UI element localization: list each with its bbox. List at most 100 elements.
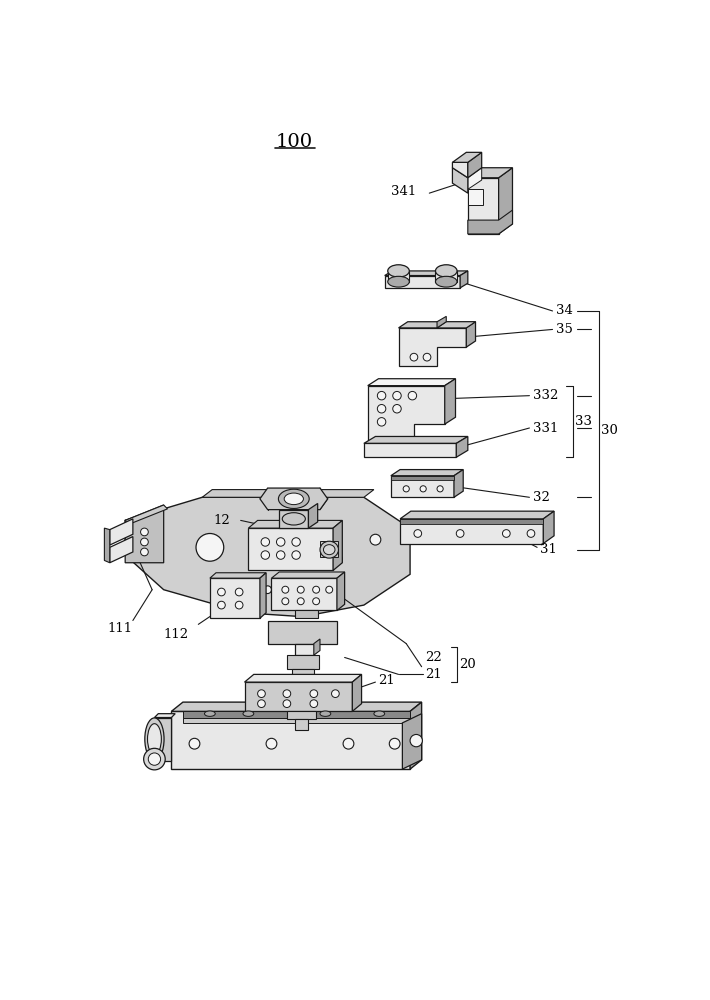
Polygon shape — [337, 572, 344, 610]
Polygon shape — [468, 168, 513, 178]
Circle shape — [503, 530, 510, 537]
Polygon shape — [452, 152, 481, 162]
Polygon shape — [468, 178, 498, 234]
Ellipse shape — [374, 711, 385, 716]
Polygon shape — [457, 436, 468, 457]
Circle shape — [325, 586, 333, 594]
Circle shape — [408, 391, 417, 400]
Circle shape — [148, 753, 160, 765]
Polygon shape — [498, 168, 513, 234]
Polygon shape — [454, 470, 463, 497]
Polygon shape — [364, 436, 468, 443]
Polygon shape — [368, 379, 456, 386]
Polygon shape — [210, 573, 266, 578]
Circle shape — [258, 690, 266, 698]
Bar — [295, 610, 317, 618]
Circle shape — [292, 551, 300, 559]
Circle shape — [217, 601, 225, 609]
Polygon shape — [391, 476, 454, 480]
Circle shape — [143, 748, 165, 770]
Polygon shape — [400, 519, 543, 524]
Circle shape — [297, 598, 304, 605]
Polygon shape — [364, 443, 457, 457]
Circle shape — [332, 690, 339, 698]
Circle shape — [235, 601, 243, 609]
Polygon shape — [295, 644, 314, 655]
Polygon shape — [444, 379, 456, 424]
Bar — [287, 655, 320, 669]
Polygon shape — [391, 470, 463, 476]
Polygon shape — [543, 511, 554, 544]
Polygon shape — [260, 573, 266, 618]
Polygon shape — [435, 271, 457, 282]
Circle shape — [196, 533, 224, 561]
Circle shape — [282, 598, 289, 605]
Circle shape — [377, 405, 386, 413]
Polygon shape — [268, 620, 337, 644]
Circle shape — [326, 586, 333, 593]
Text: 32: 32 — [532, 491, 550, 504]
Polygon shape — [271, 578, 337, 610]
Circle shape — [258, 700, 266, 708]
Circle shape — [312, 586, 320, 593]
Polygon shape — [183, 718, 410, 723]
Text: 34: 34 — [557, 304, 573, 317]
Circle shape — [389, 738, 400, 749]
Ellipse shape — [435, 265, 457, 277]
Circle shape — [276, 538, 285, 546]
Text: 35: 35 — [557, 323, 573, 336]
Ellipse shape — [243, 711, 253, 716]
Ellipse shape — [283, 513, 305, 525]
Polygon shape — [385, 271, 468, 276]
Polygon shape — [244, 682, 352, 711]
Circle shape — [332, 554, 342, 564]
Polygon shape — [391, 476, 454, 497]
Text: 22: 22 — [425, 651, 442, 664]
Polygon shape — [260, 488, 328, 510]
Circle shape — [423, 353, 431, 361]
Polygon shape — [400, 519, 543, 544]
Polygon shape — [468, 189, 484, 205]
Circle shape — [527, 530, 535, 537]
Text: 111: 111 — [107, 622, 133, 635]
Text: 21: 21 — [378, 674, 395, 687]
Circle shape — [292, 538, 300, 546]
Polygon shape — [314, 639, 320, 655]
Circle shape — [266, 738, 277, 749]
Circle shape — [189, 738, 200, 749]
Circle shape — [264, 586, 271, 594]
Circle shape — [393, 405, 401, 413]
Polygon shape — [104, 528, 110, 563]
Circle shape — [297, 586, 304, 593]
Circle shape — [410, 734, 422, 747]
Circle shape — [393, 391, 401, 400]
Polygon shape — [468, 210, 513, 234]
Polygon shape — [202, 490, 374, 497]
Polygon shape — [110, 519, 133, 545]
Polygon shape — [125, 497, 410, 617]
Circle shape — [283, 690, 290, 698]
Circle shape — [457, 530, 464, 537]
Circle shape — [310, 700, 317, 708]
Text: 12: 12 — [214, 514, 231, 527]
Circle shape — [141, 528, 148, 536]
Circle shape — [410, 353, 417, 361]
Polygon shape — [437, 322, 476, 328]
Polygon shape — [385, 276, 460, 288]
Polygon shape — [352, 674, 361, 711]
Polygon shape — [155, 714, 175, 718]
Polygon shape — [333, 520, 342, 570]
Polygon shape — [468, 152, 481, 178]
Polygon shape — [171, 702, 422, 711]
Ellipse shape — [435, 276, 457, 287]
Bar — [293, 669, 314, 675]
Polygon shape — [210, 578, 260, 618]
Text: 21: 21 — [425, 668, 442, 681]
Polygon shape — [466, 322, 476, 347]
Polygon shape — [410, 702, 422, 769]
Ellipse shape — [320, 541, 339, 558]
Polygon shape — [368, 386, 444, 443]
Circle shape — [377, 391, 386, 400]
Polygon shape — [388, 271, 409, 282]
Polygon shape — [403, 714, 422, 769]
